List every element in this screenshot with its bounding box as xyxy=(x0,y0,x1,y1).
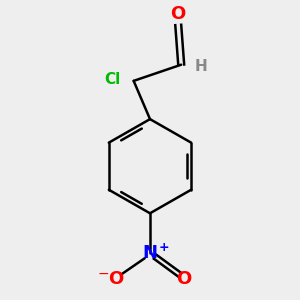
Text: H: H xyxy=(194,59,207,74)
Text: +: + xyxy=(158,241,169,254)
Text: O: O xyxy=(171,5,186,23)
Text: Cl: Cl xyxy=(105,72,121,87)
Text: N: N xyxy=(142,244,158,262)
Text: −: − xyxy=(98,267,109,280)
Text: O: O xyxy=(177,271,192,289)
Text: O: O xyxy=(108,271,123,289)
